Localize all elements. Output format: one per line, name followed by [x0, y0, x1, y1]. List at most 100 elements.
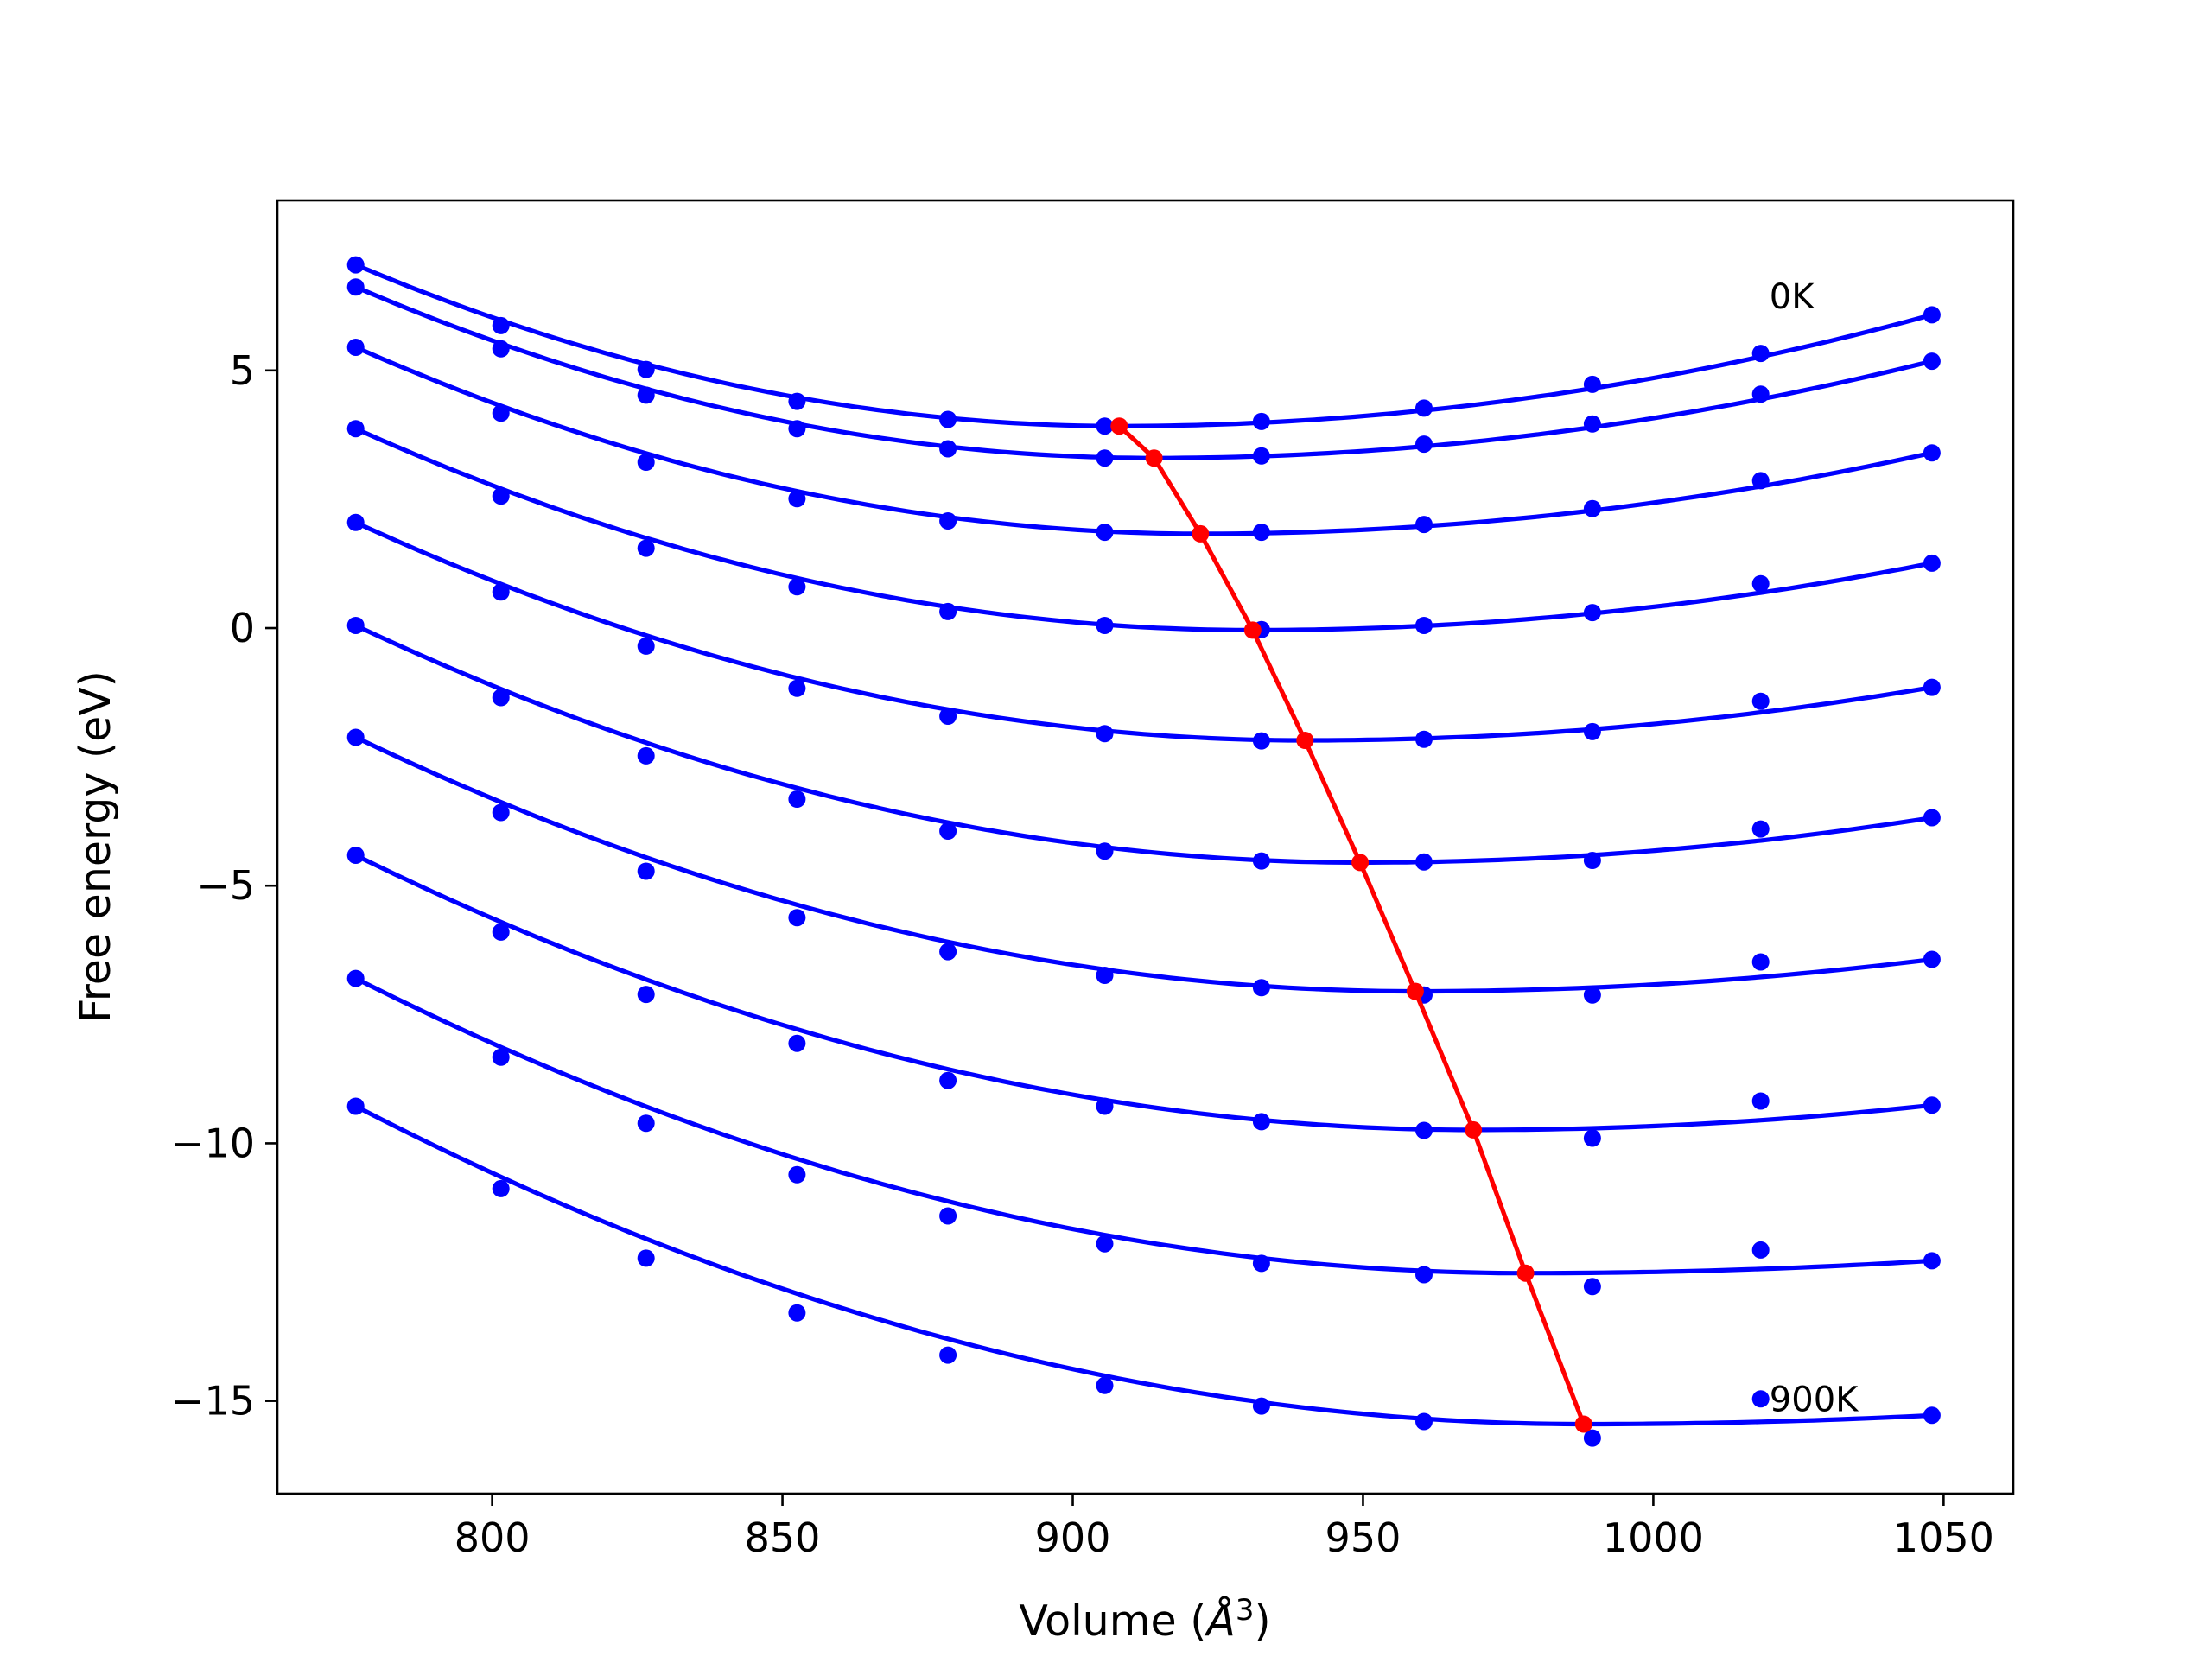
data-point [637, 454, 655, 471]
data-point [1252, 1113, 1270, 1131]
y-tick-label: 0 [230, 605, 255, 651]
data-point [939, 602, 957, 620]
data-point [1096, 1235, 1114, 1253]
data-point [939, 822, 957, 840]
data-point [346, 339, 365, 356]
plot-frame [276, 199, 2015, 1495]
minimum-point [1516, 1264, 1535, 1282]
data-point [1415, 1412, 1433, 1431]
data-point [1923, 1096, 1941, 1114]
data-point [1252, 1397, 1270, 1415]
data-point [637, 539, 655, 557]
y-axis: 5 0 −5 −10 −15 [171, 347, 277, 1425]
data-point [1583, 852, 1601, 869]
data-point [346, 420, 365, 438]
data-point [1096, 1376, 1114, 1394]
minimum-point [1574, 1415, 1592, 1433]
minimum-point [1296, 732, 1314, 749]
data-point [788, 420, 806, 438]
data-point [1583, 415, 1601, 433]
y-axis-label: Free energy (eV) [71, 670, 120, 1023]
data-point [1751, 820, 1770, 838]
data-point [939, 1207, 957, 1225]
data-point [788, 490, 806, 508]
fit-curve-3 [354, 426, 1933, 632]
minimum-point [1145, 449, 1163, 467]
data-point [939, 512, 957, 530]
data-point [1583, 604, 1601, 622]
data-point [1751, 1390, 1770, 1408]
fit-curve-1 [354, 284, 1933, 460]
data-point [1583, 722, 1601, 740]
data-point [1751, 953, 1770, 971]
data-point [637, 360, 655, 378]
data-point [346, 728, 365, 746]
data-point [1751, 1092, 1770, 1110]
data-point [1252, 732, 1270, 750]
x-tick-label: 800 [454, 1514, 531, 1561]
data-point [1583, 1278, 1601, 1296]
data-point [1923, 1406, 1941, 1425]
minimum-point [1465, 1120, 1483, 1139]
data-point [1415, 617, 1433, 634]
data-point [788, 909, 806, 927]
data-point [1751, 692, 1770, 710]
data-point [788, 679, 806, 697]
data-point [637, 862, 655, 880]
data-point [1751, 472, 1770, 490]
data-point [346, 1097, 365, 1115]
y-tick-label: 5 [230, 347, 255, 394]
data-point [1252, 979, 1270, 997]
data-point [637, 637, 655, 655]
fit-curve-9 [354, 1104, 1933, 1427]
minimum-point [1192, 524, 1210, 543]
data-point [492, 316, 510, 334]
data-point [1923, 1252, 1941, 1270]
data-point [1751, 574, 1770, 593]
data-point [346, 513, 365, 531]
data-point [1252, 852, 1270, 870]
data-point [1415, 435, 1433, 454]
data-point [346, 969, 365, 987]
x-tick-label: 850 [745, 1514, 821, 1561]
data-point [346, 617, 365, 634]
fit-curves [354, 263, 1933, 1427]
data-point [1252, 524, 1270, 542]
data-point [788, 1034, 806, 1052]
y-tick-label: −5 [196, 862, 255, 909]
data-point [492, 1179, 510, 1197]
data-point [939, 943, 957, 961]
data-point [1096, 617, 1114, 634]
data-point [1252, 412, 1270, 430]
data-point [1923, 950, 1941, 968]
data-point [1923, 554, 1941, 572]
data-point [1583, 1129, 1601, 1147]
data-point [939, 410, 957, 428]
data-point [939, 1071, 957, 1089]
annotations: 0K 900K [1770, 277, 1859, 1419]
fit-curve-8 [354, 976, 1933, 1276]
data-point [1923, 809, 1941, 827]
data-point [492, 1048, 510, 1066]
data-point [1923, 306, 1941, 324]
x-tick-label: 950 [1325, 1514, 1402, 1561]
data-point [1751, 1241, 1770, 1259]
data-point [939, 1346, 957, 1364]
data-point [637, 986, 655, 1004]
data-point [788, 1304, 806, 1322]
data-point [1096, 725, 1114, 743]
data-point [1096, 842, 1114, 860]
fit-curve-2 [354, 345, 1933, 536]
x-axis-label: Volume (Å3) [1019, 1593, 1270, 1646]
data-points [346, 256, 1941, 1447]
y-tick-label: −10 [171, 1120, 255, 1166]
x-tick-label: 900 [1035, 1514, 1111, 1561]
minimum-path-line [1117, 424, 1586, 1425]
data-point [346, 278, 365, 296]
data-point [788, 1165, 806, 1184]
data-point [1096, 524, 1114, 542]
data-point [788, 790, 806, 808]
data-point [939, 708, 957, 725]
